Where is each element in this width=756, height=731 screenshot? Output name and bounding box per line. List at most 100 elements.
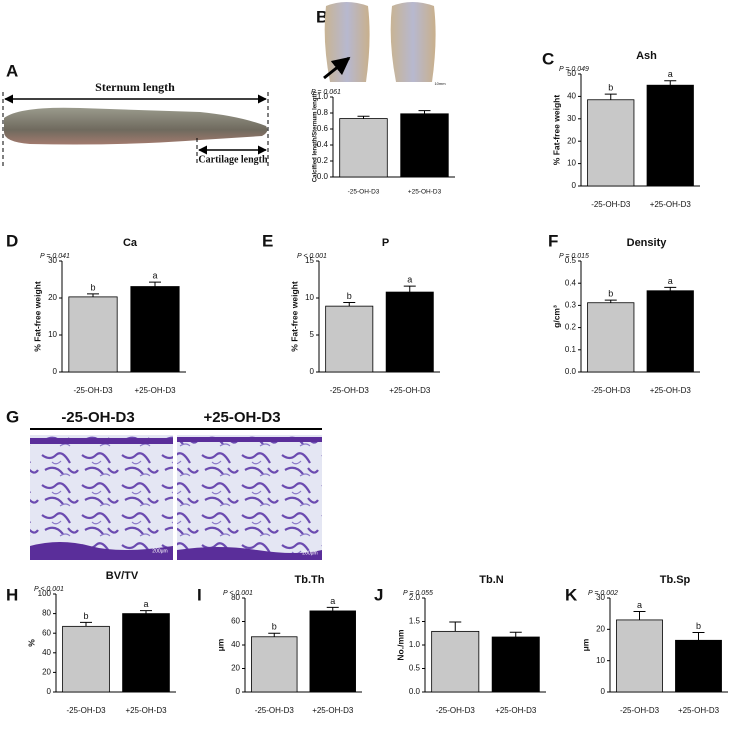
y-tick-label: 0.4 [317, 140, 329, 149]
significance-letter: a [668, 276, 673, 286]
bar [646, 84, 694, 187]
chart-title: Tb.N [479, 574, 503, 586]
bar [130, 286, 180, 373]
bar [587, 99, 635, 187]
error-bar [604, 93, 617, 100]
y-tick-label: 0 [601, 687, 606, 696]
significance-letter: a [143, 599, 148, 609]
error-bar [268, 632, 281, 637]
measure-label: Sternum length [95, 80, 175, 94]
chart-title: Ca [123, 237, 138, 249]
y-axis-label: % Fat-free weight [32, 281, 42, 352]
y-axis-label: Calcified length/Sternum length [313, 91, 319, 182]
error-bar [357, 115, 370, 119]
x-tick-label: +25-OH-D3 [678, 706, 720, 715]
y-tick-label: 20 [231, 664, 240, 673]
sternum-image [4, 107, 268, 145]
x-tick-label: -25-OH-D3 [591, 200, 631, 209]
y-tick-label: 0.5 [565, 256, 577, 265]
y-tick-label: 10 [48, 330, 57, 339]
x-tick-label: +25-OH-D3 [408, 189, 442, 196]
x-tick-label: -25-OH-D3 [330, 386, 370, 395]
y-tick-label: 30 [567, 114, 576, 123]
scale-label: 200μm [152, 548, 167, 554]
x-tick-label: -25-OH-D3 [348, 189, 380, 196]
y-tick-label: 0 [572, 181, 577, 190]
panel-letter: A [6, 61, 18, 80]
error-bar [326, 606, 339, 611]
p-value: P = 0.049 [559, 66, 589, 73]
x-tick-label: +25-OH-D3 [650, 386, 692, 395]
significance-letter: b [608, 288, 613, 298]
error-bar [633, 610, 646, 620]
y-tick-label: 20 [596, 624, 605, 633]
bar [62, 625, 110, 693]
x-tick-label: +25-OH-D3 [134, 386, 176, 395]
histology-stain [30, 438, 173, 560]
x-tick-label: -25-OH-D3 [591, 386, 631, 395]
significance-letter: b [608, 83, 613, 93]
y-tick-label: 60 [42, 628, 51, 637]
y-tick-label: 80 [231, 593, 240, 602]
y-tick-label: 5 [310, 330, 315, 339]
panel-letter: I [197, 585, 202, 604]
y-tick-label: 0 [236, 687, 241, 696]
significance-letter: b [272, 622, 277, 632]
error-bar [664, 80, 677, 86]
y-tick-label: 1.0 [409, 640, 421, 649]
y-tick-label: 20 [48, 293, 57, 302]
y-tick-label: 10 [596, 656, 605, 665]
x-tick-label: -25-OH-D3 [66, 706, 106, 715]
error-bar [604, 299, 617, 303]
significance-letter: a [637, 600, 642, 610]
significance-letter: b [696, 621, 701, 631]
y-tick-label: 40 [231, 640, 240, 649]
bar [385, 291, 434, 373]
significance-letter: a [407, 275, 412, 285]
panel-letter: H [6, 585, 18, 604]
error-bar [343, 301, 356, 307]
panel-letter: G [6, 407, 19, 426]
error-bar [449, 621, 462, 632]
p-value: P < 0.001 [34, 586, 64, 593]
group-label: -25-OH-D3 [61, 409, 134, 426]
x-tick-label: +25-OH-D3 [495, 706, 537, 715]
group-label: +25-OH-D3 [203, 409, 280, 426]
error-bar [418, 110, 431, 114]
y-tick-label: 50 [567, 69, 576, 78]
y-tick-label: 0.8 [317, 108, 329, 117]
p-value: P < 0.001 [223, 590, 253, 597]
p-value: P = 0.055 [403, 590, 433, 597]
panel-letter: E [262, 231, 273, 250]
y-tick-label: 0.0 [317, 172, 329, 181]
error-bar [664, 286, 677, 291]
error-bar [403, 285, 416, 293]
chart-title: Tb.Sp [660, 574, 691, 586]
p-value: P = 0.015 [559, 253, 589, 260]
y-tick-label: 0 [53, 367, 58, 376]
panel-letter: D [6, 231, 18, 250]
y-tick-label: 80 [42, 609, 51, 618]
y-tick-label: 60 [231, 617, 240, 626]
y-tick-label: 2.0 [409, 593, 421, 602]
error-bar [692, 631, 705, 641]
x-tick-label: -25-OH-D3 [620, 706, 660, 715]
bar [325, 305, 374, 373]
significance-letter: b [90, 282, 95, 292]
y-tick-label: 20 [42, 668, 51, 677]
panel-letter: F [548, 231, 558, 250]
y-tick-label: 40 [42, 648, 51, 657]
histology-image [30, 435, 173, 560]
error-bar [140, 610, 152, 614]
y-tick-label: 1.5 [409, 617, 421, 626]
y-tick-label: 0.2 [317, 156, 329, 165]
y-tick-label: 0 [310, 367, 315, 376]
y-tick-label: 0.6 [317, 124, 329, 133]
error-bar [87, 293, 99, 297]
chart-title: P [382, 237, 389, 249]
y-tick-label: 30 [596, 593, 605, 602]
error-bar [149, 281, 161, 287]
p-value: P < 0.001 [297, 253, 327, 260]
bar [675, 639, 722, 693]
scale-label: 10mm [434, 81, 446, 86]
